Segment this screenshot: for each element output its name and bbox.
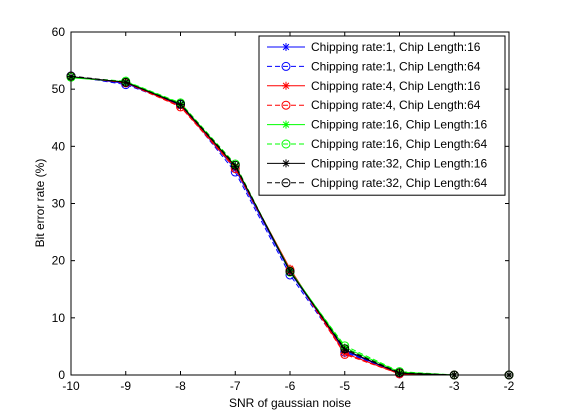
data-point (176, 99, 185, 109)
data-point (121, 77, 131, 87)
x-axis-ticks: -10 -9 -8 -7 -6 -5 -4 -3 -2 (62, 32, 515, 393)
legend-marker (282, 120, 290, 129)
legend-marker (282, 43, 290, 51)
legend-entry: Chipping rate:1, Chip Length:16 (267, 40, 481, 54)
legend-label: Chipping rate:32, Chip Length:64 (311, 176, 487, 190)
legend-marker (281, 139, 291, 149)
x-tick-label: -7 (230, 379, 241, 393)
legend-entry: Chipping rate:32, Chip Length:64 (267, 176, 487, 190)
legend-marker (281, 178, 291, 188)
data-point (230, 160, 240, 170)
star-marker-stroke (282, 160, 290, 167)
x-tick-label: -6 (285, 379, 296, 393)
legend-label: Chipping rate:32, Chip Length:16 (311, 156, 487, 170)
legend-entry: Chipping rate:4, Chip Length:16 (267, 79, 481, 93)
legend: Chipping rate:1, Chip Length:16 Chipping … (258, 35, 506, 196)
data-point (340, 344, 350, 354)
series-line (70, 75, 509, 376)
legend-marker (281, 100, 291, 110)
star-marker-stroke (282, 43, 290, 51)
legend-marker (282, 81, 290, 90)
data-point (285, 267, 295, 277)
star-marker-stroke (122, 79, 130, 86)
legend-label: Chipping rate:1, Chip Length:64 (311, 59, 481, 73)
x-tick-label: -3 (449, 379, 460, 393)
legend-entry: Chipping rate:1, Chip Length:64 (267, 59, 481, 73)
legend-entry: Chipping rate:32, Chip Length:16 (267, 156, 487, 170)
x-tick-label: -4 (394, 379, 405, 393)
y-tick-label: 30 (52, 197, 66, 211)
y-axis-label: Bit error rate (%) (33, 159, 47, 248)
data-point (395, 368, 404, 378)
legend-marker (282, 159, 290, 168)
x-tick-label: -9 (120, 379, 131, 393)
y-axis-ticks: 0 10 20 30 40 50 60 (52, 25, 509, 382)
y-tick-label: 20 (52, 254, 66, 268)
y-tick-label: 0 (58, 368, 65, 382)
legend-entry: Chipping rate:16, Chip Length:16 (267, 118, 487, 132)
legend-label: Chipping rate:4, Chip Length:16 (311, 79, 481, 93)
legend-label: Chipping rate:1, Chip Length:16 (311, 40, 481, 54)
legend-entry: Chipping rate:4, Chip Length:64 (267, 98, 481, 112)
legend-label: Chipping rate:16, Chip Length:64 (311, 137, 487, 151)
y-tick-label: 10 (52, 311, 66, 325)
x-tick-label: -10 (62, 379, 80, 393)
y-tick-label: 50 (52, 82, 66, 96)
legend-entry: Chipping rate:16, Chip Length:64 (267, 137, 487, 151)
legend-label: Chipping rate:4, Chip Length:64 (311, 98, 481, 112)
x-tick-label: -2 (504, 379, 515, 393)
legend-label: Chipping rate:16, Chip Length:16 (311, 118, 487, 132)
x-tick-label: -8 (175, 379, 186, 393)
x-axis-label: SNR of gaussian noise (229, 396, 351, 410)
x-tick-label: -5 (339, 379, 350, 393)
legend-marker (281, 61, 291, 71)
y-tick-label: 40 (52, 139, 66, 153)
star-marker-stroke (341, 346, 349, 354)
legend-box (258, 35, 506, 196)
star-marker-stroke (231, 163, 239, 170)
star-marker-stroke (282, 82, 290, 90)
star-marker-stroke (282, 121, 290, 128)
y-tick-label: 60 (52, 25, 66, 39)
